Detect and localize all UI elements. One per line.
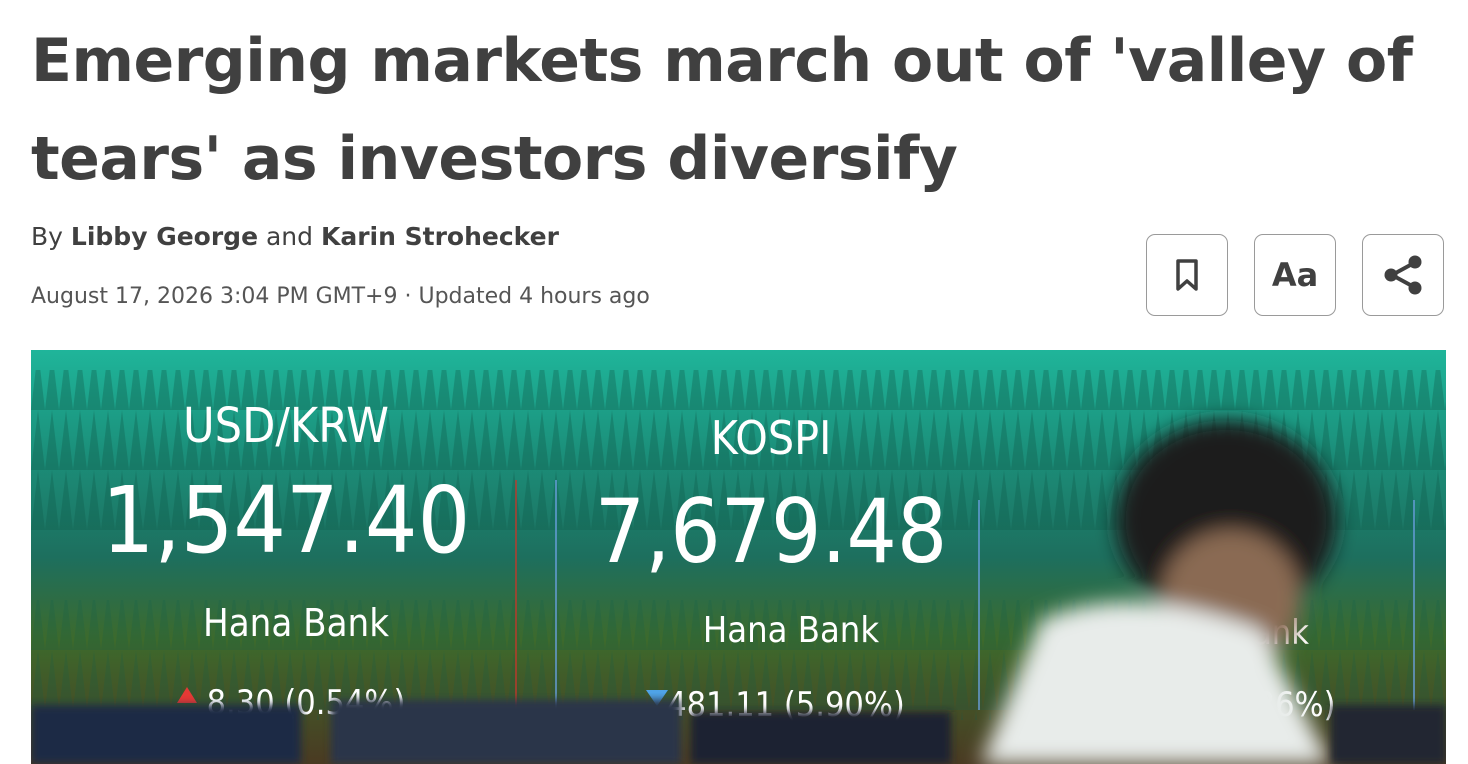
- panel-label: USD/KRW: [183, 398, 389, 454]
- panel-bank: Hana Bank: [203, 601, 389, 645]
- bookmark-button[interactable]: [1146, 234, 1228, 316]
- byline-joiner: and: [265, 222, 314, 251]
- byline-prefix: By: [31, 222, 63, 251]
- byline: By Libby George and Karin Strohecker: [31, 222, 559, 251]
- blurred-person: [981, 420, 1336, 764]
- bookmark-icon: [1176, 259, 1198, 291]
- down-arrow: [646, 690, 668, 706]
- article-photo: USD/KRW 1,547.40 Hana Bank 8.30 (0.54%) …: [31, 350, 1446, 764]
- up-arrow: [177, 687, 197, 703]
- headline: Emerging markets march out of 'valley of…: [31, 26, 1413, 194]
- author[interactable]: Libby George: [70, 222, 259, 251]
- panel-value: 7,679.48: [595, 480, 947, 583]
- share-icon: [1384, 255, 1422, 295]
- font-size-button[interactable]: Aa: [1254, 234, 1336, 316]
- panel-value: 1,547.40: [102, 467, 470, 574]
- panel-label: KOSPI: [711, 411, 832, 465]
- monitors: [31, 700, 1446, 764]
- dateline: August 17, 2026 3:04 PM GMT+9 · Updated …: [31, 284, 650, 309]
- panel-bank: Hana Bank: [703, 610, 879, 651]
- author[interactable]: Karin Strohecker: [320, 222, 559, 251]
- share-button[interactable]: [1362, 234, 1444, 316]
